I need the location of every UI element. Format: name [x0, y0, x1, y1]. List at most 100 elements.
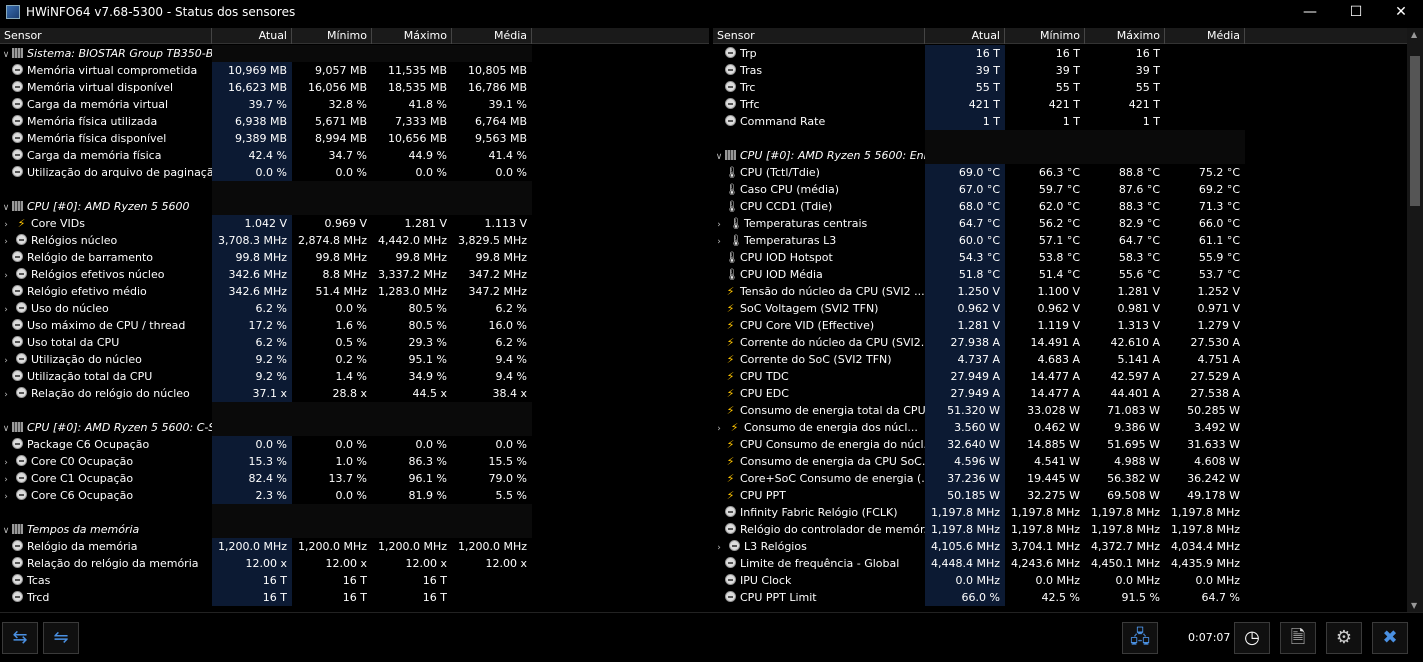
sensor-row[interactable]: Memória virtual disponível 16,623 MB 16,05… — [0, 79, 709, 96]
sensor-row[interactable]: Relógio efetivo médio 342.6 MHz 51.4 MHz 1,… — [0, 283, 709, 300]
collapse-chevron-icon[interactable]: ∨ — [2, 50, 10, 60]
sensor-row[interactable]: Utilização do arquivo de paginação 0.0 % 0… — [0, 164, 709, 181]
expand-chevron-icon[interactable]: › — [4, 271, 8, 281]
sensor-row[interactable]: › Utilização do núcleo 9.2 % 0.2 % 95.1 % 9.4… — [0, 351, 709, 368]
sensor-group-row[interactable]: ∨ CPU [#0]: AMD Ryzen 5 5600: Enhanced — [713, 147, 1407, 164]
col-max[interactable]: Máximo — [1085, 28, 1165, 44]
sensor-row[interactable]: 🌡CPU IOD Hotspot 54.3 °C 53.8 °C 58.3 °C 55.… — [713, 249, 1407, 266]
sensor-row[interactable]: › Core C6 Ocupação 2.3 % 0.0 % 81.9 % 5.5 % — [0, 487, 709, 504]
expand-chevron-icon[interactable]: › — [4, 475, 8, 485]
sensor-row[interactable]: IPU Clock 0.0 MHz 0.0 MHz 0.0 MHz 0.0 MHz — [713, 572, 1407, 589]
sensor-row[interactable]: 🌡CPU IOD Média 51.8 °C 51.4 °C 55.6 °C 53.7 … — [713, 266, 1407, 283]
sensor-row[interactable]: ⚡ CPU EDC 27.949 A 14.477 A 44.401 A 27.538 A — [713, 385, 1407, 402]
sensor-row[interactable]: ⚡ CPU TDC 27.949 A 14.477 A 42.597 A 27.529 A — [713, 368, 1407, 385]
sensor-row[interactable]: Uso total da CPU 6.2 % 0.5 % 29.3 % 6.2 % — [0, 334, 709, 351]
sensor-row[interactable]: Trp 16 T 16 T 16 T — [713, 45, 1407, 62]
expand-chevron-icon[interactable]: › — [4, 237, 8, 247]
sensor-row[interactable]: ⚡ Consumo de energia total da CPU 51.320 W… — [713, 402, 1407, 419]
expand-chevron-icon[interactable]: › — [4, 305, 8, 315]
expand-chevron-icon[interactable]: › — [717, 220, 721, 230]
sensor-row[interactable]: Memória física utilizada 6,938 MB 5,671 MB… — [0, 113, 709, 130]
col-current[interactable]: Atual — [212, 28, 292, 44]
report-add-icon[interactable]: 🗎 — [1280, 622, 1316, 654]
sensor-row[interactable]: ⚡ SoC Voltagem (SVI2 TFN) 0.962 V 0.962 V 0.… — [713, 300, 1407, 317]
sensor-row[interactable]: ⚡ Core+SoC Consumo de energia (... 37.236 … — [713, 470, 1407, 487]
sensor-row[interactable]: CPU PPT Limit 66.0 % 42.5 % 91.5 % 64.7 % — [713, 589, 1407, 606]
sensor-row[interactable]: 🌡CPU CCD1 (Tdie) 68.0 °C 62.0 °C 88.3 °C 71.… — [713, 198, 1407, 215]
expand-chevron-icon[interactable]: › — [4, 356, 8, 366]
sensor-row[interactable]: › ⚡ Core VIDs 1.042 V 0.969 V 1.281 V 1.113 V — [0, 215, 709, 232]
sensor-row[interactable]: ⚡ CPU PPT 50.185 W 32.275 W 69.508 W 49.178 W — [713, 487, 1407, 504]
sensor-row[interactable]: Package C6 Ocupação 0.0 % 0.0 % 0.0 % 0.0 % — [0, 436, 709, 453]
sensor-row[interactable]: ⚡ Consumo de energia da CPU SoC... 4.596 W… — [713, 453, 1407, 470]
collapse-chevron-icon[interactable]: ∨ — [2, 424, 10, 434]
collapse-chevron-icon[interactable]: ∨ — [2, 203, 10, 213]
sensor-row[interactable]: ⚡ Corrente do SoC (SVI2 TFN) 4.737 A 4.683 … — [713, 351, 1407, 368]
sensor-row[interactable]: Uso máximo de CPU / thread 17.2 % 1.6 % 80.… — [0, 317, 709, 334]
col-sensor[interactable]: Sensor — [713, 28, 925, 44]
sensor-row[interactable]: Relação do relógio da memória 12.00 x 12.0… — [0, 555, 709, 572]
sensor-row[interactable]: Command Rate 1 T 1 T 1 T — [713, 113, 1407, 130]
sensor-row[interactable]: › Core C1 Ocupação 82.4 % 13.7 % 96.1 % 79.0 … — [0, 470, 709, 487]
sensor-row[interactable]: › Core C0 Ocupação 15.3 % 1.0 % 86.3 % 15.5 % — [0, 453, 709, 470]
sensor-row[interactable]: Limite de frequência - Global 4,448.4 MHz… — [713, 555, 1407, 572]
sensor-row[interactable]: Infinity Fabric Relógio (FCLK) 1,197.8 MH… — [713, 504, 1407, 521]
clock-icon[interactable]: ◷ — [1234, 622, 1270, 654]
double-arrow-icon[interactable]: ⇆ — [2, 622, 38, 654]
sensor-row[interactable]: › Relógios efetivos núcleo 342.6 MHz 8.8 MH… — [0, 266, 709, 283]
sensor-row[interactable]: Carga da memória física 42.4 % 34.7 % 44.9 … — [0, 147, 709, 164]
col-avg[interactable]: Média — [1165, 28, 1245, 44]
sensor-row[interactable]: › Relógios núcleo 3,708.3 MHz 2,874.8 MHz 4,… — [0, 232, 709, 249]
sensor-row[interactable]: ⚡ Tensão do núcleo da CPU (SVI2 ... 1.250 … — [713, 283, 1407, 300]
sensor-row[interactable]: Relógio do controlador de memór... 1,197.… — [713, 521, 1407, 538]
sensor-row[interactable]: Trcd 16 T 16 T 16 T — [0, 589, 709, 606]
expand-chevron-icon[interactable]: › — [717, 237, 721, 247]
scroll-up-icon[interactable]: ▲ — [1411, 30, 1418, 39]
scroll-down-icon[interactable]: ▼ — [1411, 601, 1418, 610]
collapse-chevron-icon[interactable]: ∨ — [2, 526, 10, 536]
sensor-row[interactable]: Relógio da memória 1,200.0 MHz 1,200.0 MHz… — [0, 538, 709, 555]
collapse-chevron-icon[interactable]: ∨ — [715, 152, 723, 162]
expand-chevron-icon[interactable]: › — [4, 492, 8, 502]
scroll-thumb[interactable] — [1410, 56, 1420, 206]
sensor-row[interactable]: 🌡CPU (Tctl/Tdie) 69.0 °C 66.3 °C 88.8 °C 75.… — [713, 164, 1407, 181]
network-computers-icon[interactable]: 🖧 — [1122, 622, 1158, 654]
col-max[interactable]: Máximo — [372, 28, 452, 44]
col-avg[interactable]: Média — [452, 28, 532, 44]
sensor-row[interactable]: Tcas 16 T 16 T 16 T — [0, 572, 709, 589]
sensor-row[interactable]: Carga da memória virtual 39.7 % 32.8 % 41.8… — [0, 96, 709, 113]
col-min[interactable]: Mínimo — [292, 28, 372, 44]
sensor-row[interactable]: Relógio de barramento 99.8 MHz 99.8 MHz 99.… — [0, 249, 709, 266]
close-x-icon[interactable]: ✖ — [1372, 622, 1408, 654]
sensor-row[interactable]: 🌡Caso CPU (média) 67.0 °C 59.7 °C 87.6 °C 69… — [713, 181, 1407, 198]
col-current[interactable]: Atual — [925, 28, 1005, 44]
sensor-row[interactable]: › 🌡Temperaturas centrais 64.7 °C 56.2 °C 82.… — [713, 215, 1407, 232]
col-min[interactable]: Mínimo — [1005, 28, 1085, 44]
sensor-row[interactable]: Memória virtual comprometida 10,969 MB 9,0… — [0, 62, 709, 79]
sensor-row[interactable]: ⚡ CPU Core VID (Effective) 1.281 V 1.119 V 1… — [713, 317, 1407, 334]
sensor-row[interactable]: ⚡ Corrente do núcleo da CPU (SVI2... 27.93… — [713, 334, 1407, 351]
collapse-arrows-icon[interactable]: ⇋ — [43, 622, 79, 654]
sensor-group-row[interactable]: ∨ CPU [#0]: AMD Ryzen 5 5600: C-State Ocu… — [0, 419, 709, 436]
expand-chevron-icon[interactable]: › — [4, 220, 8, 230]
gear-icon[interactable]: ⚙ — [1326, 622, 1362, 654]
sensor-row[interactable]: ⚡ CPU Consumo de energia do núcl... 32.640… — [713, 436, 1407, 453]
panel-splitter[interactable] — [709, 28, 713, 612]
close-window-button[interactable]: ✕ — [1395, 4, 1407, 20]
expand-chevron-icon[interactable]: › — [4, 458, 8, 468]
sensor-row[interactable]: Utilização total da CPU 9.2 % 1.4 % 34.9 % 9… — [0, 368, 709, 385]
sensor-group-row[interactable]: ∨ Tempos da memória — [0, 521, 709, 538]
expand-chevron-icon[interactable]: › — [4, 390, 8, 400]
sensor-row[interactable]: Memória física disponível 9,389 MB 8,994 M… — [0, 130, 709, 147]
col-sensor[interactable]: Sensor — [0, 28, 212, 44]
sensor-row[interactable]: › 🌡Temperaturas L3 60.0 °C 57.1 °C 64.7 °C 61… — [713, 232, 1407, 249]
right-scrollbar[interactable]: ▲ ▼ — [1407, 28, 1423, 612]
sensor-row[interactable]: Tras 39 T 39 T 39 T — [713, 62, 1407, 79]
expand-chevron-icon[interactable]: › — [717, 543, 721, 553]
sensor-group-row[interactable]: ∨ CPU [#0]: AMD Ryzen 5 5600 — [0, 198, 709, 215]
sensor-row[interactable]: › Relação do relógio do núcleo 37.1 x 28.8 … — [0, 385, 709, 402]
sensor-row[interactable]: Trc 55 T 55 T 55 T — [713, 79, 1407, 96]
sensor-group-row[interactable]: ∨ Sistema: BIOSTAR Group TB350-BTC — [0, 45, 709, 62]
sensor-row[interactable]: › ⚡ Consumo de energia dos núcl... 3.560 W 0… — [713, 419, 1407, 436]
minimize-button[interactable]: — — [1303, 4, 1317, 20]
